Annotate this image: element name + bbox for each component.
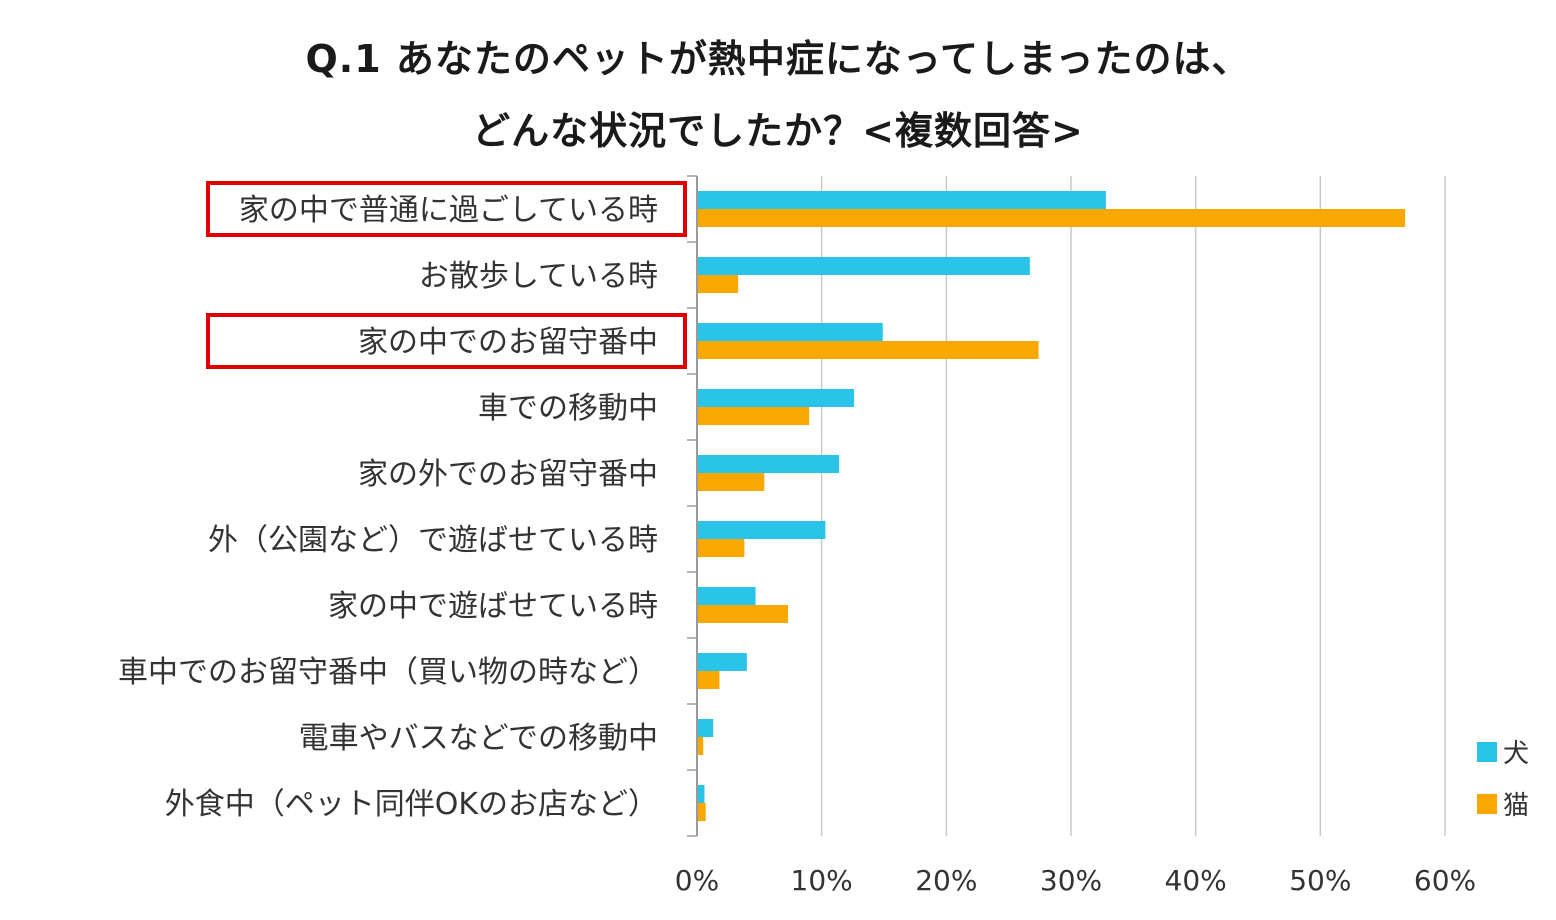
category-label: 家の中でのお留守番中 (358, 325, 658, 360)
bar-dog-5 (698, 521, 826, 539)
category-label: 車中でのお留守番中（買い物の時など） (118, 655, 658, 690)
legend-swatch-dog (1477, 742, 1497, 762)
legend-swatch-cat (1477, 794, 1497, 814)
bar-dog-6 (698, 587, 756, 605)
bar-cat-0 (698, 209, 1406, 227)
category-label: 外（公園など）で遊ばせている時 (208, 523, 658, 558)
category-label: お散歩している時 (419, 259, 658, 294)
category-label: 電車やバスなどでの移動中 (299, 721, 658, 756)
x-tick-label: 0% (675, 864, 719, 897)
category-label: 外食中（ペット同伴OKのお店など） (165, 787, 658, 822)
bar-dog-2 (698, 323, 883, 341)
bar-cat-9 (698, 803, 706, 821)
category-label: 家の中で遊ばせている時 (328, 589, 658, 624)
bar-dog-7 (698, 653, 747, 671)
x-tick-label: 10% (791, 864, 853, 897)
legend-label: 猫 (1503, 791, 1529, 821)
bar-dog-9 (698, 785, 705, 803)
category-label: 車での移動中 (478, 391, 658, 426)
bar-cat-4 (698, 473, 765, 491)
category-label: 家の中で普通に過ごしている時 (239, 193, 658, 228)
x-tick-label: 40% (1165, 864, 1227, 897)
bar-dog-0 (698, 191, 1106, 209)
x-tick-label: 20% (915, 864, 977, 897)
highlight-box (206, 313, 687, 369)
bar-cat-1 (698, 275, 739, 293)
x-tick-label: 30% (1040, 864, 1102, 897)
category-label: 家の外でのお留守番中 (358, 457, 658, 492)
bar-cat-3 (698, 407, 810, 425)
bar-dog-1 (698, 257, 1030, 275)
chart-title-line-1: Q.1 あなたのペットが熱中症になってしまったのは、 (305, 37, 1251, 81)
bar-cat-5 (698, 539, 745, 557)
bar-dog-3 (698, 389, 855, 407)
bar-cat-7 (698, 671, 720, 689)
x-tick-label: 50% (1289, 864, 1351, 897)
x-tick-label: 60% (1414, 864, 1476, 897)
bar-dog-4 (698, 455, 840, 473)
bar-cat-2 (698, 341, 1039, 359)
legend-label: 犬 (1503, 739, 1529, 769)
bar-cat-6 (698, 605, 789, 623)
highlight-box (206, 181, 687, 237)
bar-dog-8 (698, 719, 714, 737)
bar-cat-8 (698, 737, 704, 755)
chart-title-line-2: どんな状況でしたか？<複数回答> (472, 109, 1084, 153)
